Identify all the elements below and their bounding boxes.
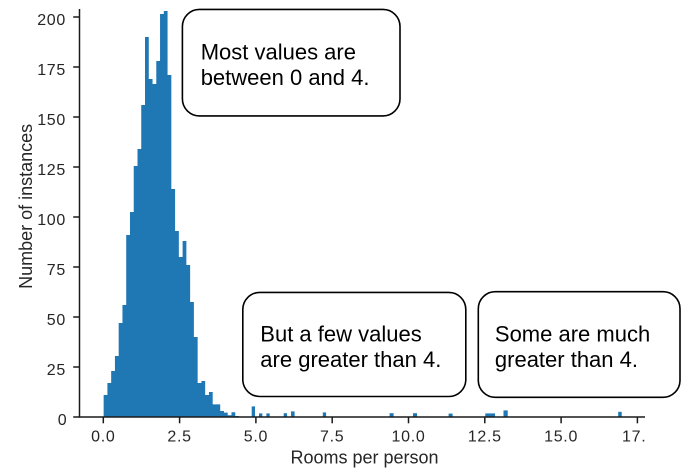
svg-text:Most values are: Most values are — [201, 40, 356, 65]
svg-text:100: 100 — [37, 212, 66, 229]
svg-text:125: 125 — [37, 162, 66, 179]
svg-text:0: 0 — [58, 412, 68, 429]
svg-text:greater than 4.: greater than 4. — [495, 347, 638, 372]
svg-text:7.5: 7.5 — [320, 428, 344, 445]
svg-text:175: 175 — [37, 62, 66, 79]
svg-text:between 0 and 4.: between 0 and 4. — [201, 65, 370, 90]
svg-text:150: 150 — [37, 112, 66, 129]
svg-text:Rooms per person: Rooms per person — [290, 448, 438, 468]
svg-text:10.0: 10.0 — [392, 428, 426, 445]
svg-text:2.5: 2.5 — [167, 428, 191, 445]
svg-text:15.0: 15.0 — [544, 428, 578, 445]
svg-text:50: 50 — [47, 312, 66, 329]
svg-text:0.0: 0.0 — [91, 428, 115, 445]
svg-text:But a few values: But a few values — [260, 321, 421, 346]
svg-text:17.: 17. — [622, 428, 646, 445]
svg-text:Some are much: Some are much — [495, 321, 650, 346]
svg-text:25: 25 — [47, 362, 66, 379]
svg-text:5.0: 5.0 — [244, 428, 268, 445]
svg-text:Number of instances: Number of instances — [16, 124, 36, 289]
svg-text:12.5: 12.5 — [468, 428, 502, 445]
svg-text:are greater than 4.: are greater than 4. — [260, 347, 441, 372]
svg-text:75: 75 — [47, 262, 66, 279]
svg-text:200: 200 — [37, 12, 66, 29]
